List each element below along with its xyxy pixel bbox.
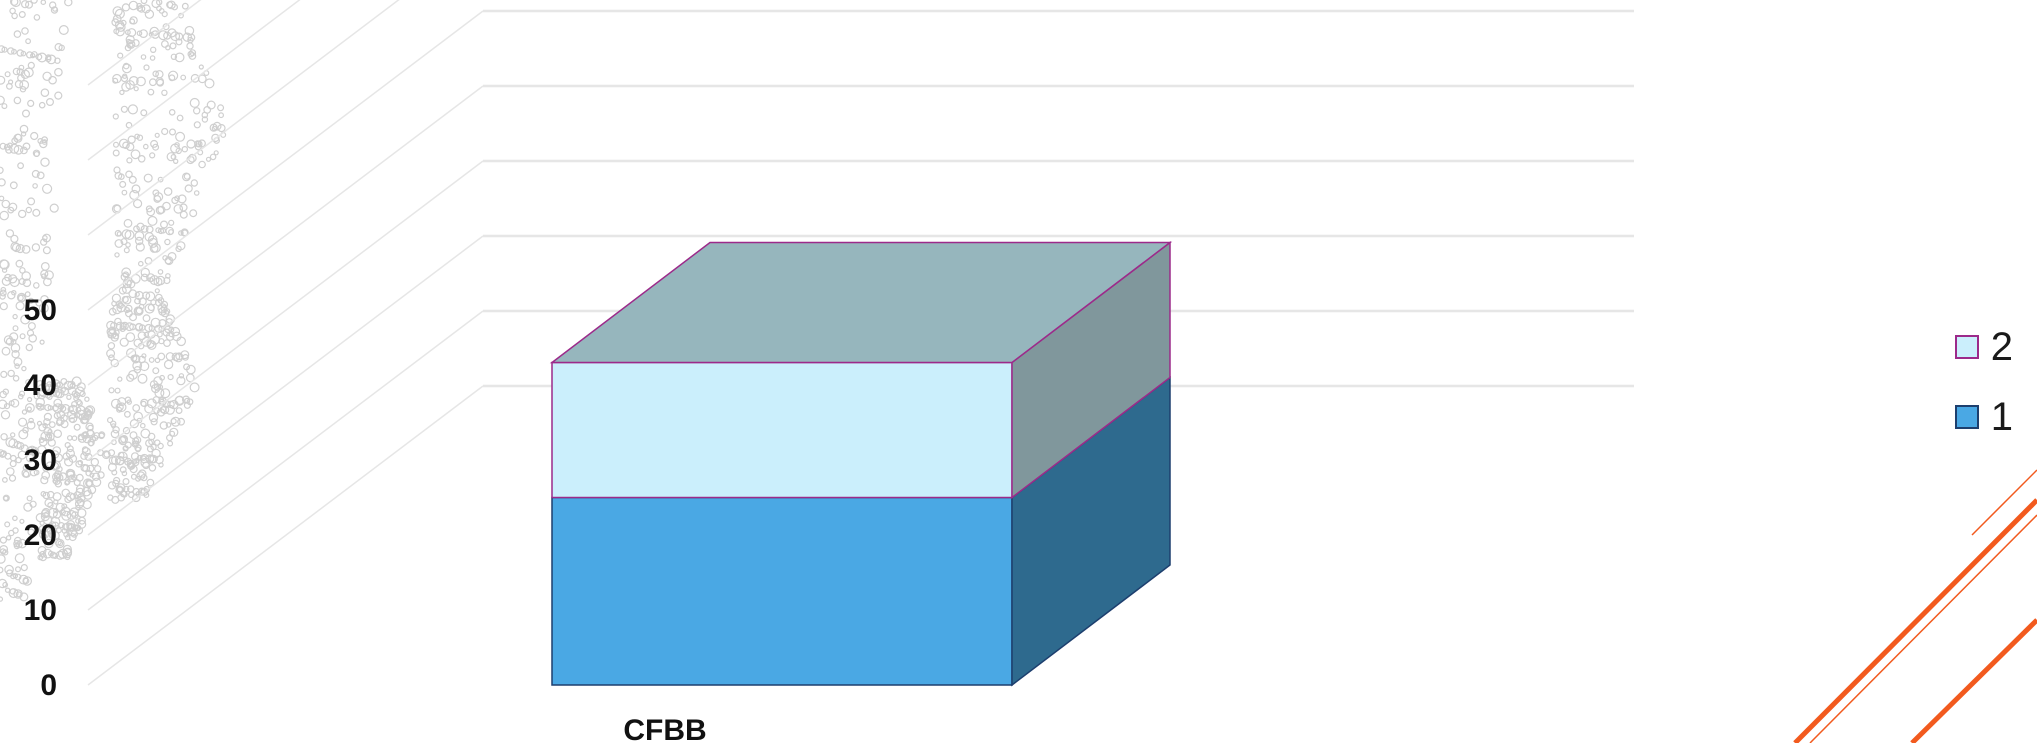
decorative-dot-pattern <box>0 0 227 602</box>
legend-swatch-series-1 <box>1954 405 1979 429</box>
y-tick-label: 10 <box>24 594 57 627</box>
y-tick-label: 20 <box>24 519 57 552</box>
bar-top <box>549 241 1173 364</box>
y-tick-label: 30 <box>24 444 57 477</box>
y-tick-label: 50 <box>24 294 57 327</box>
legend-item-series-1: 1 <box>1954 382 2013 452</box>
legend-label-series-2: 2 <box>1990 324 2013 369</box>
gridline <box>87 310 484 611</box>
legend-item-series-2: 2 <box>1954 312 2013 382</box>
bar-stack <box>549 240 1173 687</box>
legend: 2 1 <box>1954 312 2013 452</box>
gridlines <box>87 0 1634 686</box>
gridline <box>87 160 484 461</box>
y-tick-label: 40 <box>24 369 57 402</box>
gridline <box>87 0 301 161</box>
x-category-label: CFBB <box>623 714 706 743</box>
y-axis: 0 10 20 30 40 50 <box>24 294 57 702</box>
gridline <box>87 385 484 686</box>
x-axis: CFBB <box>623 714 706 743</box>
legend-swatch-series-2 <box>1954 335 1979 359</box>
gridline <box>87 0 400 236</box>
legend-label-series-1: 1 <box>1990 394 2013 439</box>
decorative-orange-lines <box>1793 469 2037 743</box>
y-tick-label: 0 <box>40 669 57 702</box>
bar-front-series-2 <box>551 361 1013 499</box>
bar-front-series-1 <box>551 496 1013 686</box>
gridline <box>87 85 484 386</box>
gridline <box>87 10 484 311</box>
gridline <box>87 0 202 86</box>
gridline <box>87 235 484 536</box>
